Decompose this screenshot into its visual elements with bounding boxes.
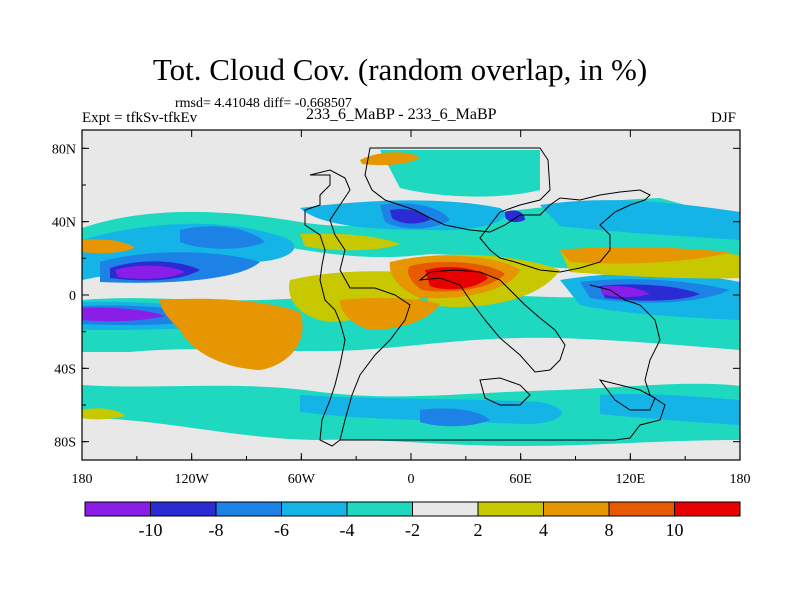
colorbar-label: -10 [139,520,163,540]
y-tick-label: 80N [52,142,76,157]
colorbar-label: 2 [474,520,483,540]
contour-fields [82,150,740,446]
colorbar-label: -6 [274,520,289,540]
x-axis: 180 120W 60W 0 60E 120E 180 [72,130,751,487]
x-tick-label: 180 [72,472,93,487]
colorbar-label: 8 [605,520,614,540]
colorbar-label: -2 [405,520,420,540]
colorbar-swatch [412,501,479,517]
colorbar-label: -4 [340,520,355,540]
experiment-label: Expt = tfkSv-tfkEv [82,110,198,126]
chart-title: Tot. Cloud Cov. (random overlap, in %) [152,52,648,87]
season-label: DJF [711,110,737,126]
y-tick-label: 0 [69,289,76,304]
colorbar-label: 10 [666,520,684,540]
colorbar-swatch [674,501,741,517]
coastlines [304,147,666,447]
y-tick-label: 40N [52,216,76,231]
colorbar: -10 -8 -6 -4 -2 2 4 8 10 [84,501,741,540]
colorbar-swatch [543,501,610,517]
x-tick-label: 120E [616,472,646,487]
colorbar-swatch [281,501,348,517]
period-label: 233_6_MaBP - 233_6_MaBP [306,106,497,123]
x-tick-label: 180 [730,472,751,487]
colorbar-swatch [346,501,413,517]
y-tick-label: 80S [54,436,76,451]
y-tick-label: 40S [54,362,76,377]
colorbar-label: -8 [209,520,224,540]
colorbar-label: 4 [539,520,548,540]
y-axis: 80N 40N 0 40S 80S [52,142,740,451]
colorbar-swatch [477,501,544,517]
x-tick-label: 0 [408,472,415,487]
colorbar-swatch [608,501,675,517]
x-tick-label: 60W [288,472,316,487]
x-tick-label: 60E [509,472,532,487]
colorbar-swatch [150,501,217,517]
colorbar-swatch [84,501,151,517]
colorbar-swatch [215,501,282,517]
stats-label: rmsd= 4.41048 diff= -0.668507 [175,96,352,111]
x-tick-label: 120W [175,472,210,487]
